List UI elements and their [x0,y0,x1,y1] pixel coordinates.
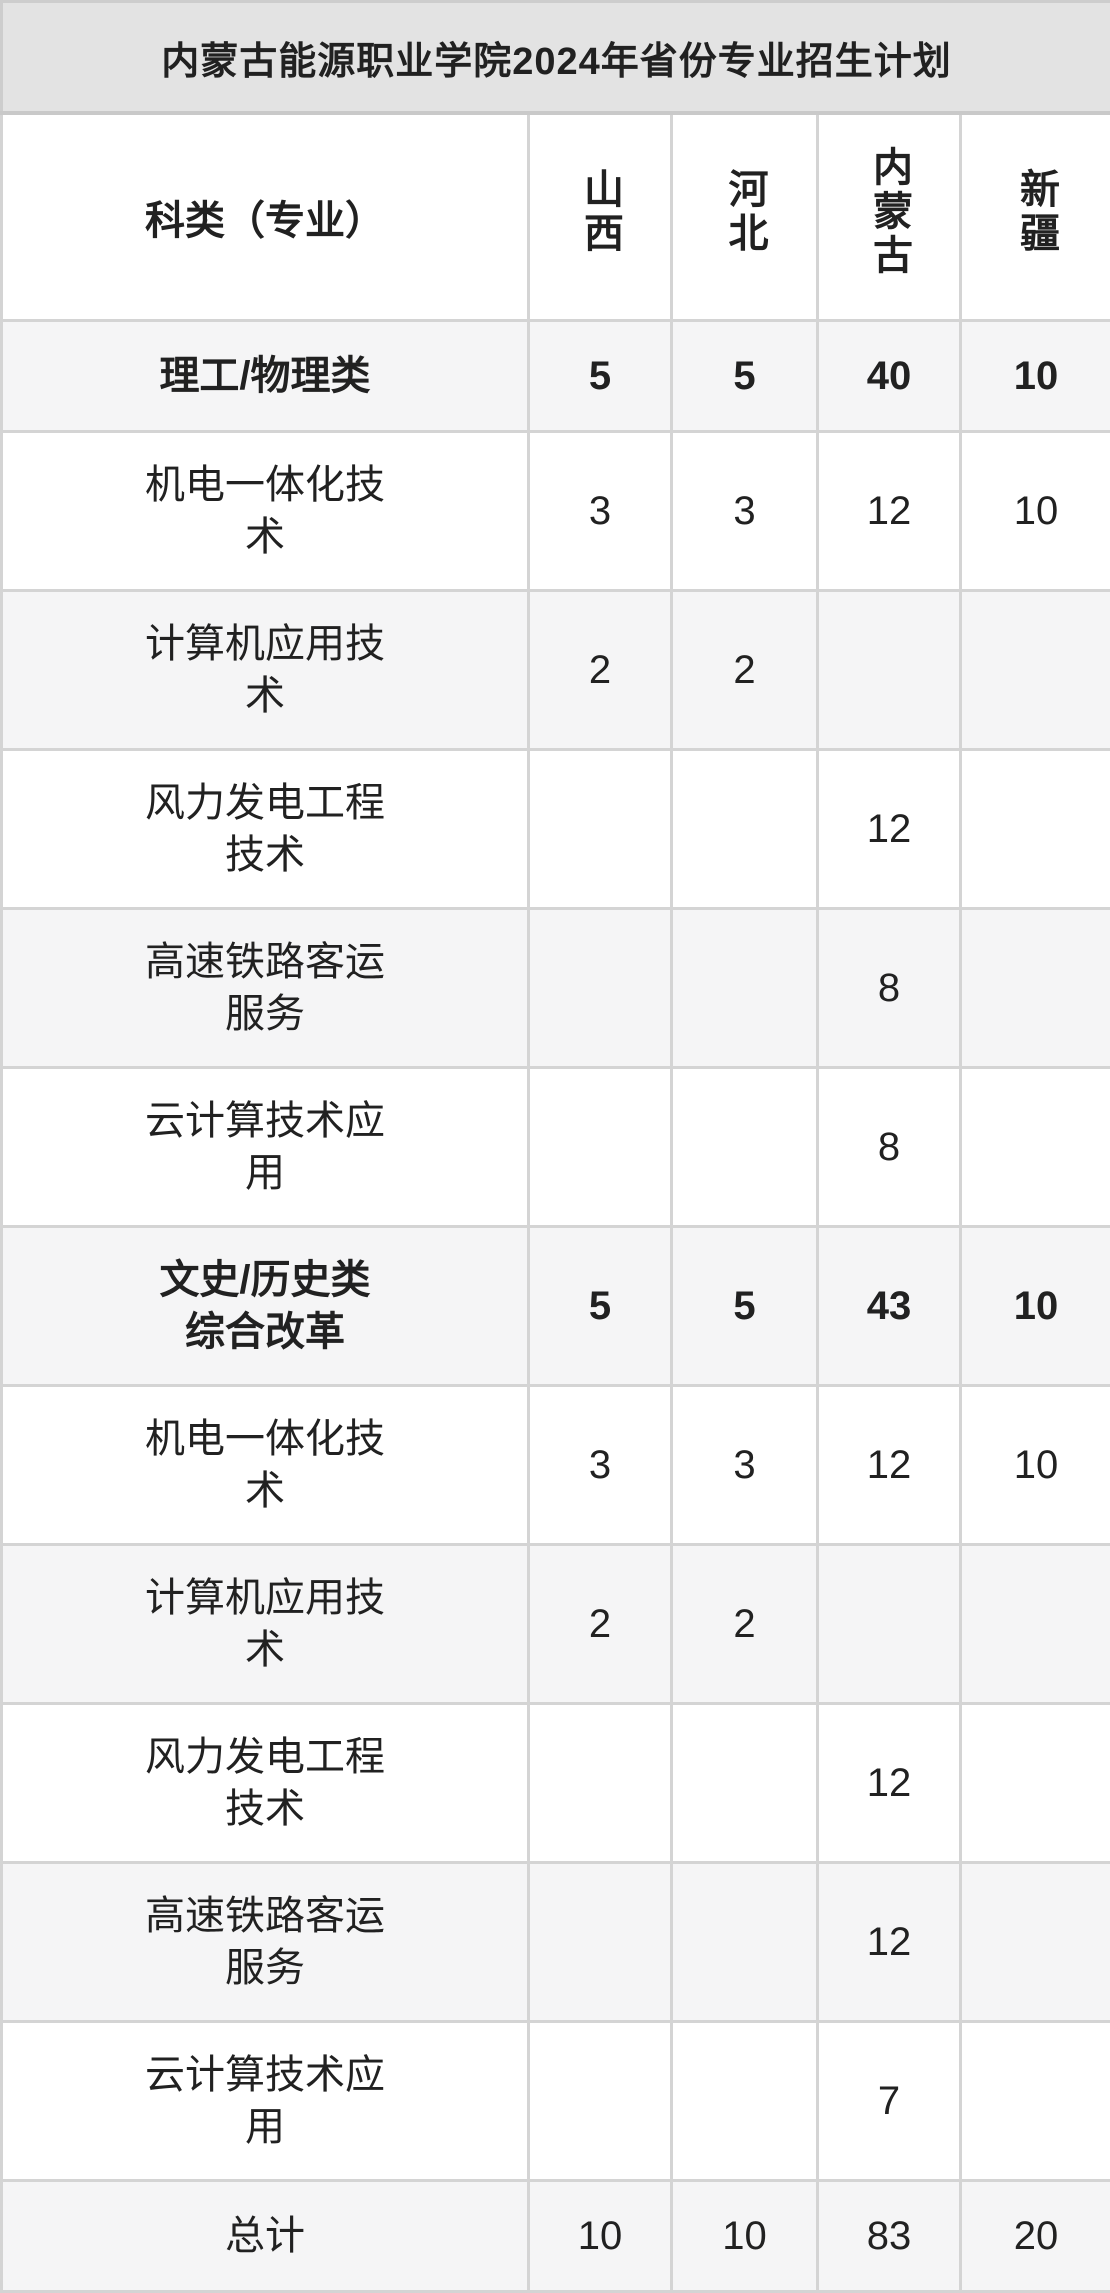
cell-value: 12 [818,750,961,909]
cell-value [529,2022,672,2181]
column-header-category: 科类（专业） [2,113,529,321]
cell-value [961,1068,1110,1227]
cell-value: 10 [961,1386,1110,1545]
row-label: 机电一体化技 术 [2,432,529,591]
cell-value: 8 [818,909,961,1068]
vertical-text-shanxi: 山西 [577,168,623,256]
cell-value [529,1068,672,1227]
cell-value: 5 [529,1227,672,1386]
cell-value [672,750,818,909]
table-row-item: 云计算技术应 用 8 [2,1068,1110,1227]
table-row-group: 理工/物理类 5 5 40 10 [2,321,1110,432]
cell-value: 10 [961,432,1110,591]
row-label: 文史/历史类 综合改革 [2,1227,529,1386]
row-label: 风力发电工程 技术 [2,1704,529,1863]
row-label: 高速铁路客运 服务 [2,909,529,1068]
table-row-item: 风力发电工程 技术 12 [2,750,1110,909]
cell-value [818,591,961,750]
table-row-item: 计算机应用技 术 2 2 [2,591,1110,750]
row-label: 机电一体化技 术 [2,1386,529,1545]
column-header-xinjiang: 新疆 [961,113,1110,321]
cell-value [529,1704,672,1863]
cell-value [818,1545,961,1704]
cell-value: 10 [672,2181,818,2292]
row-label: 计算机应用技 术 [2,1545,529,1704]
row-label: 风力发电工程 技术 [2,750,529,909]
column-header-shanxi: 山西 [529,113,672,321]
row-label: 总计 [2,2181,529,2292]
cell-value: 43 [818,1227,961,1386]
table-row-item: 机电一体化技 术 3 3 12 10 [2,1386,1110,1545]
cell-value: 12 [818,1863,961,2022]
cell-value: 10 [961,321,1110,432]
column-header-neimenggu: 内蒙古 [818,113,961,321]
cell-value: 2 [529,1545,672,1704]
cell-value [961,591,1110,750]
cell-value [672,1068,818,1227]
cell-value: 8 [818,1068,961,1227]
cell-value: 2 [672,591,818,750]
table-row-group: 文史/历史类 综合改革 5 5 43 10 [2,1227,1110,1386]
cell-value [961,1704,1110,1863]
row-label: 理工/物理类 [2,321,529,432]
cell-value: 2 [672,1545,818,1704]
row-label: 计算机应用技 术 [2,591,529,750]
cell-value [529,750,672,909]
cell-value: 83 [818,2181,961,2292]
cell-value: 3 [672,1386,818,1545]
table-row-item: 风力发电工程 技术 12 [2,1704,1110,1863]
vertical-text-xinjiang: 新疆 [1013,168,1059,256]
cell-value: 7 [818,2022,961,2181]
cell-value: 5 [672,1227,818,1386]
cell-value [961,2022,1110,2181]
table-row-item: 高速铁路客运 服务 8 [2,909,1110,1068]
row-label: 云计算技术应 用 [2,1068,529,1227]
cell-value [672,1704,818,1863]
cell-value: 40 [818,321,961,432]
cell-value: 10 [961,1227,1110,1386]
cell-value: 12 [818,1704,961,1863]
table-title: 内蒙古能源职业学院2024年省份专业招生计划 [2,2,1110,114]
cell-value: 2 [529,591,672,750]
cell-value [961,750,1110,909]
cell-value: 3 [529,432,672,591]
table-row-item: 云计算技术应 用 7 [2,2022,1110,2181]
cell-value [672,2022,818,2181]
cell-value: 12 [818,432,961,591]
column-header-hebei: 河北 [672,113,818,321]
cell-value [961,1545,1110,1704]
cell-value: 5 [672,321,818,432]
vertical-text-neimenggu: 内蒙古 [866,146,912,278]
table-row-total: 总计 10 10 83 20 [2,2181,1110,2292]
row-label: 云计算技术应 用 [2,2022,529,2181]
cell-value [672,909,818,1068]
cell-value [961,909,1110,1068]
cell-value: 10 [529,2181,672,2292]
cell-value: 20 [961,2181,1110,2292]
cell-value: 12 [818,1386,961,1545]
table-row-item: 机电一体化技 术 3 3 12 10 [2,432,1110,591]
cell-value [529,1863,672,2022]
cell-value: 3 [672,432,818,591]
table-row-item: 高速铁路客运 服务 12 [2,1863,1110,2022]
title-row: 内蒙古能源职业学院2024年省份专业招生计划 [2,2,1110,114]
cell-value [961,1863,1110,2022]
table-row-item: 计算机应用技 术 2 2 [2,1545,1110,1704]
header-row: 科类（专业） 山西 河北 内蒙古 新疆 [2,113,1110,321]
cell-value [529,909,672,1068]
cell-value: 5 [529,321,672,432]
vertical-text-hebei: 河北 [722,168,768,256]
cell-value [672,1863,818,2022]
cell-value: 3 [529,1386,672,1545]
row-label: 高速铁路客运 服务 [2,1863,529,2022]
